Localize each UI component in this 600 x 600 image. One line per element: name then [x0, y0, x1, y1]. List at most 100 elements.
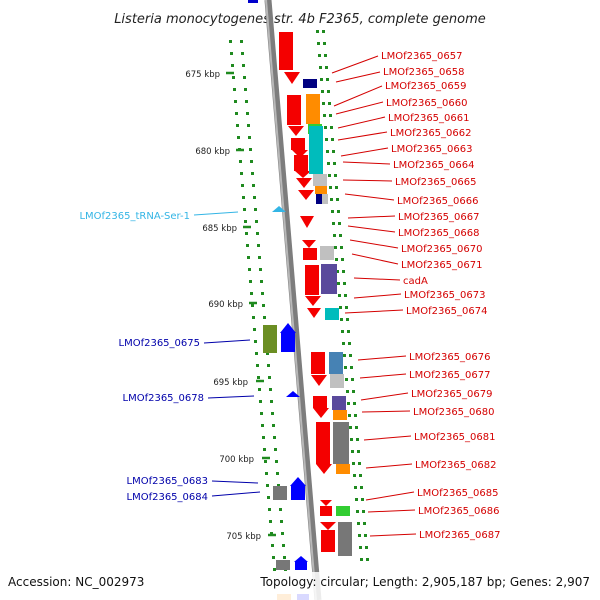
track-dot [281, 532, 284, 535]
gene-label[interactable]: LMOf2365_0659 [385, 81, 467, 92]
track-dot [249, 148, 252, 151]
gene-label[interactable]: LMOf2365_0687 [419, 530, 501, 541]
gene-label[interactable]: LMOf2365_0667 [398, 212, 480, 223]
gene-feature [333, 422, 349, 464]
track-dot [360, 558, 363, 561]
tick-label-675: 675 kbp [185, 70, 220, 80]
leader-line [340, 147, 389, 157]
track-dot [335, 186, 338, 189]
gene-feature [272, 206, 286, 212]
track-dot [336, 270, 339, 273]
track-dot [357, 522, 360, 525]
track-dot [248, 136, 251, 139]
gene-label[interactable]: LMOf2365_0664 [393, 160, 475, 171]
gene-label[interactable]: LMOf2365_0684 [127, 492, 209, 503]
track-dot [325, 66, 328, 69]
gene-feature [338, 522, 352, 556]
gene-feature [284, 72, 300, 84]
leader-line [349, 239, 399, 249]
gene-feature [316, 194, 322, 204]
leader-line [360, 392, 409, 401]
leader-line [365, 491, 415, 501]
track-dot [246, 112, 249, 115]
gene-label[interactable]: LMOf2365_0666 [397, 196, 479, 207]
gene-label[interactable]: LMOf2365_0663 [391, 144, 473, 155]
track-dot [355, 426, 358, 429]
track-dot [362, 510, 365, 513]
track-dot [254, 340, 257, 343]
track-dot [328, 102, 331, 105]
gene-feature [286, 391, 300, 397]
gene-label[interactable]: cadA [403, 276, 428, 287]
gene-label[interactable]: LMOf2365_0657 [381, 51, 463, 62]
track-dot [283, 556, 286, 559]
track-dot [250, 160, 253, 163]
track-dot [345, 378, 348, 381]
track-dot [344, 366, 347, 369]
gene-feature [316, 464, 332, 474]
track-dot [337, 210, 340, 213]
track-dot [337, 282, 340, 285]
gene-label[interactable]: LMOf2365_0674 [406, 306, 488, 317]
track-dot [243, 76, 246, 79]
track-dot [328, 174, 331, 177]
gene-label[interactable]: LMOf2365_0686 [418, 506, 500, 517]
gene-label[interactable]: LMOf2365_0682 [415, 460, 497, 471]
track-dot [269, 388, 272, 391]
gene-label[interactable]: LMOf2365_0677 [409, 370, 491, 381]
leader-line [363, 435, 412, 441]
track-dot [323, 114, 326, 117]
track-dot [274, 448, 277, 451]
gene-label[interactable]: LMOf2365_0661 [388, 113, 470, 124]
track-dot [275, 460, 278, 463]
gene-feature [330, 374, 344, 388]
track-dot [264, 460, 267, 463]
track-dot [251, 172, 254, 175]
tick-label-685: 685 kbp [202, 224, 237, 234]
track-dot [261, 424, 264, 427]
gene-label[interactable]: LMOf2365_0662 [390, 128, 472, 139]
track-dot [348, 342, 351, 345]
gene-label[interactable]: LMOf2365_0685 [417, 488, 499, 499]
gene-feature [313, 396, 327, 408]
track-dot [317, 42, 320, 45]
gene-label[interactable]: LMOf2365_0671 [401, 260, 483, 271]
leader-line [342, 179, 393, 182]
gene-label[interactable]: LMOf2365_0665 [395, 177, 477, 188]
gene-feature [298, 190, 314, 200]
gene-label[interactable]: LMOf2365_0668 [398, 228, 480, 239]
gene-label[interactable]: LMOf2365_0660 [386, 98, 468, 109]
track-dot [257, 376, 260, 379]
track-dot [271, 544, 274, 547]
gene-feature [311, 352, 325, 374]
gene-label[interactable]: LMOf2365_0683 [127, 476, 209, 487]
gene-feature [287, 95, 301, 125]
gene-label[interactable]: LMOf2365_0658 [383, 67, 465, 78]
gene-feature [296, 178, 312, 188]
trna-label[interactable]: LMOf2365_tRNA-Ser-1 [79, 211, 190, 222]
gene-label[interactable]: LMOf2365_0678 [123, 393, 205, 404]
track-dot [241, 52, 244, 55]
gene-label[interactable]: LMOf2365_0676 [409, 352, 491, 363]
gene-label[interactable]: LMOf2365_0680 [413, 407, 495, 418]
track-dot [269, 520, 272, 523]
gene-label[interactable]: LMOf2365_0673 [404, 290, 486, 301]
track-dot [263, 316, 266, 319]
track-dot [318, 54, 321, 57]
track-dot [267, 364, 270, 367]
gene-label[interactable]: LMOf2365_0670 [401, 244, 483, 255]
track-dot [244, 220, 247, 223]
gene-label[interactable]: LMOf2365_0675 [119, 338, 201, 349]
track-dot [268, 376, 271, 379]
gene-label[interactable]: LMOf2365_0679 [411, 389, 493, 400]
track-dot [316, 30, 319, 33]
leader-line [333, 85, 383, 107]
accession-text: Accession: NC_002973 [8, 575, 144, 589]
gene-feature [320, 506, 332, 516]
track-dot [232, 76, 235, 79]
gene-label[interactable]: LMOf2365_0681 [414, 432, 496, 443]
gene-feature [291, 486, 305, 500]
track-dot [327, 90, 330, 93]
track-dot [231, 64, 234, 67]
